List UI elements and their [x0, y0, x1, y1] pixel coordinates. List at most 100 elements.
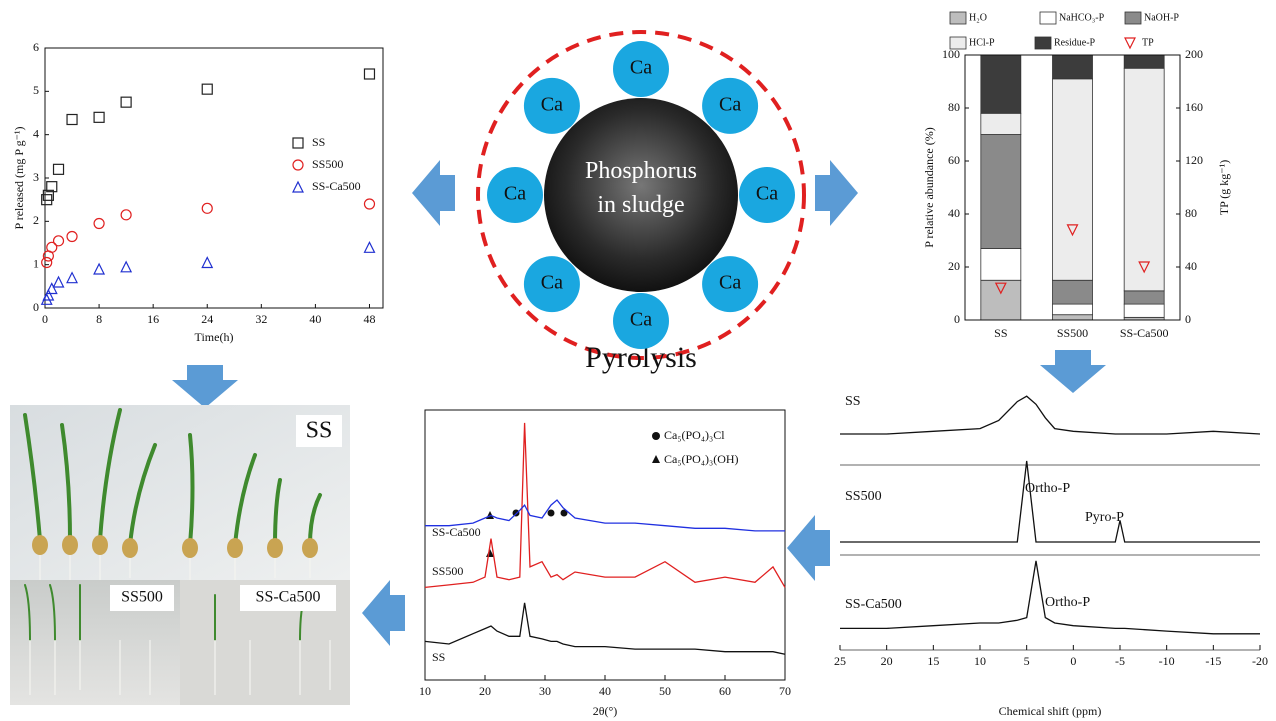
point [202, 203, 212, 213]
photo-label: SS500 [121, 589, 163, 606]
legend-swatch [950, 12, 966, 24]
ca-label: Ca [756, 183, 778, 205]
legend-symbol [652, 432, 660, 440]
bar-segment [1053, 79, 1093, 280]
point [54, 277, 64, 287]
x-axis-label: Chemical shift (ppm) [999, 704, 1102, 718]
bar-segment [1053, 315, 1093, 320]
annotation: Pyro-P [1085, 510, 1124, 525]
y-axis-label: P relative abundance (%) [922, 127, 936, 248]
x-tick-label: 0 [1070, 654, 1076, 668]
y-tick-label: 2 [33, 213, 39, 227]
x-tick-label: 25 [834, 654, 846, 668]
spectrum [840, 396, 1260, 434]
point [202, 84, 212, 94]
x-tick-label: 0 [42, 312, 48, 326]
y2-axis-label: TP (g kg⁻¹) [1217, 160, 1231, 215]
arrow [362, 580, 405, 646]
x-tick-label: -20 [1252, 654, 1268, 668]
point [364, 199, 374, 209]
y-tick-label: 4 [33, 126, 39, 140]
bar-segment [1053, 280, 1093, 304]
point [94, 219, 104, 229]
legend-swatch [1125, 12, 1141, 24]
point [293, 182, 303, 192]
legend-label: H₂O [969, 12, 987, 23]
x-tick-label: 20 [881, 654, 893, 668]
series-label: SS [432, 650, 445, 664]
bar-segment [1124, 291, 1164, 304]
x-tick-label: 30 [539, 684, 551, 698]
bar-segment [981, 280, 1021, 320]
point [202, 258, 212, 268]
arrow [172, 365, 238, 408]
bar-segment [1124, 55, 1164, 68]
x-tick-label: 50 [659, 684, 671, 698]
bar-segment [981, 113, 1021, 134]
x-axis-label: Time(h) [195, 330, 234, 344]
y2-tick-label: 200 [1185, 47, 1203, 61]
arrow [787, 515, 830, 581]
arrow [412, 160, 455, 226]
point [1125, 38, 1135, 48]
legend-symbol [652, 455, 660, 463]
x-tick-label: -5 [1115, 654, 1125, 668]
legend-label: NaHCO₃-P [1059, 12, 1105, 23]
legend-label: SS-Ca500 [312, 179, 361, 193]
point [67, 115, 77, 125]
point [42, 258, 52, 268]
bar-segment [1053, 304, 1093, 315]
legend-swatch [950, 37, 966, 49]
series-label: SS-Ca500 [845, 597, 902, 612]
ca-label: Ca [504, 183, 526, 205]
y-tick-label: 3 [33, 170, 39, 184]
point [47, 284, 57, 294]
photo-label: SS-Ca500 [256, 589, 321, 606]
point [293, 160, 303, 170]
legend-swatch [1040, 12, 1056, 24]
point [121, 210, 131, 220]
x-tick-label: 16 [147, 312, 159, 326]
x-tick-label: 60 [719, 684, 731, 698]
point [364, 69, 374, 79]
peak-marker [513, 510, 568, 517]
series-label: SS-Ca500 [432, 525, 481, 539]
y-tick-label: 0 [33, 300, 39, 314]
y2-tick-label: 80 [1185, 206, 1197, 220]
series-label: SS500 [432, 564, 463, 578]
y2-tick-label: 160 [1185, 100, 1203, 114]
x-tick-label: 8 [96, 312, 102, 326]
legend-label: HCl-P [969, 37, 995, 48]
x-tick-label: SS500 [1057, 326, 1088, 340]
x-tick-label: -10 [1159, 654, 1175, 668]
legend-label: TP [1142, 37, 1154, 48]
x-tick-label: 24 [201, 312, 213, 326]
y-tick-label: 60 [948, 153, 960, 167]
point [364, 242, 374, 252]
x-tick-label: 5 [1024, 654, 1030, 668]
x-tick-label: 15 [927, 654, 939, 668]
bar-segment [1053, 55, 1093, 79]
x-tick-label: 70 [779, 684, 791, 698]
x-tick-label: 48 [363, 312, 375, 326]
point [94, 264, 104, 274]
y-tick-label: 20 [948, 259, 960, 273]
x-tick-label: 10 [419, 684, 431, 698]
point [94, 112, 104, 122]
annotation: Ortho-P [1045, 595, 1090, 610]
y2-tick-label: 120 [1185, 153, 1203, 167]
legend-label: SS500 [312, 157, 343, 171]
x-tick-label: 40 [599, 684, 611, 698]
photo-label: SS [306, 418, 333, 444]
point [121, 262, 131, 272]
y-tick-label: 0 [954, 312, 960, 326]
ca-label: Ca [630, 57, 652, 79]
legend-label: Ca₅(PO₄)₃(OH) [664, 452, 739, 466]
x-tick-label: SS-Ca500 [1120, 326, 1169, 340]
y2-tick-label: 40 [1185, 259, 1197, 273]
bar-segment [1124, 304, 1164, 317]
ca-label: Ca [630, 309, 652, 331]
legend-label: Ca₅(PO₄)₃Cl [664, 428, 725, 442]
arrow [815, 160, 858, 226]
point [293, 138, 303, 148]
